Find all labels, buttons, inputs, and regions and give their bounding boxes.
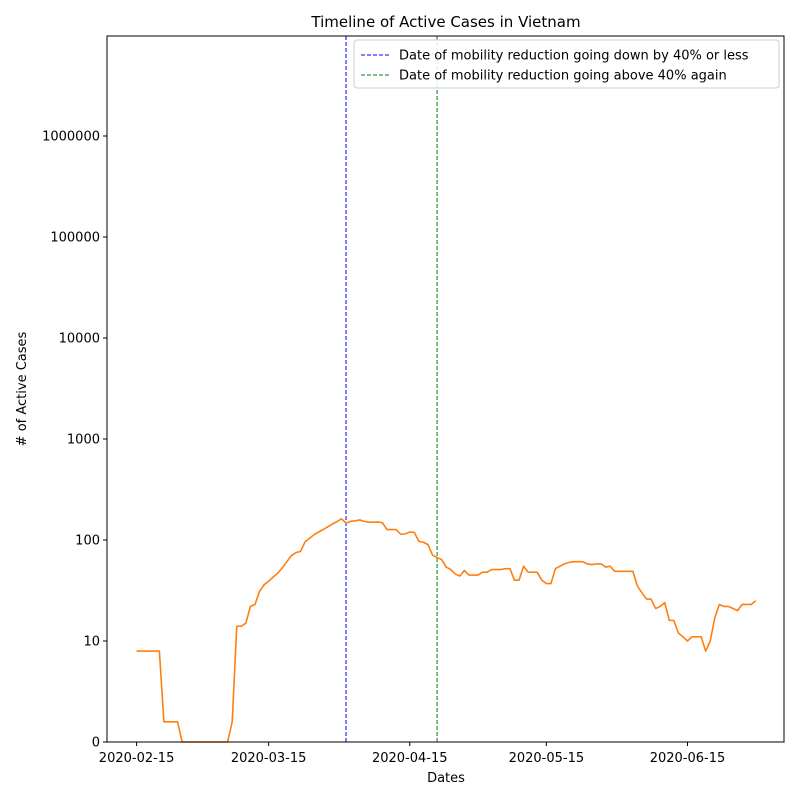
chart-title: Timeline of Active Cases in Vietnam bbox=[310, 13, 580, 31]
x-axis: 2020-02-15 2020-03-15 2020-04-15 2020-05-15… bbox=[99, 742, 725, 766]
x-tick-label: 2020-04-15 bbox=[372, 751, 448, 766]
y-tick-label: 100 bbox=[75, 534, 100, 549]
x-axis-label: Dates bbox=[427, 771, 465, 786]
axes-frame bbox=[106, 35, 785, 743]
x-tick-label: 2020-03-15 bbox=[231, 751, 307, 766]
y-tick-label: 1000 bbox=[67, 433, 100, 448]
legend: Date of mobility reduction going down by… bbox=[353, 39, 780, 89]
series-line-1 bbox=[136, 518, 757, 743]
legend-label-2: Date of mobility reduction going above 4… bbox=[399, 69, 727, 84]
legend-label-1: Date of mobility reduction going down by… bbox=[399, 49, 749, 64]
y-tick-label: 10000 bbox=[59, 332, 100, 347]
y-tick-label: 10 bbox=[83, 635, 100, 650]
plot-area bbox=[106, 35, 785, 743]
y-tick-label: 0 bbox=[92, 736, 100, 751]
x-tick-label: 2020-06-15 bbox=[650, 751, 726, 766]
y-tick-label: 100000 bbox=[50, 231, 100, 246]
y-tick-label: 1000000 bbox=[42, 130, 100, 145]
y-axis-label: # of Active Cases bbox=[15, 331, 30, 446]
legend-box bbox=[353, 39, 780, 89]
x-tick-label: 2020-05-15 bbox=[509, 751, 585, 766]
y-axis: 0 10 100 1000 10000 100000 1000000 bbox=[42, 130, 107, 751]
x-tick-label: 2020-02-15 bbox=[99, 751, 175, 766]
